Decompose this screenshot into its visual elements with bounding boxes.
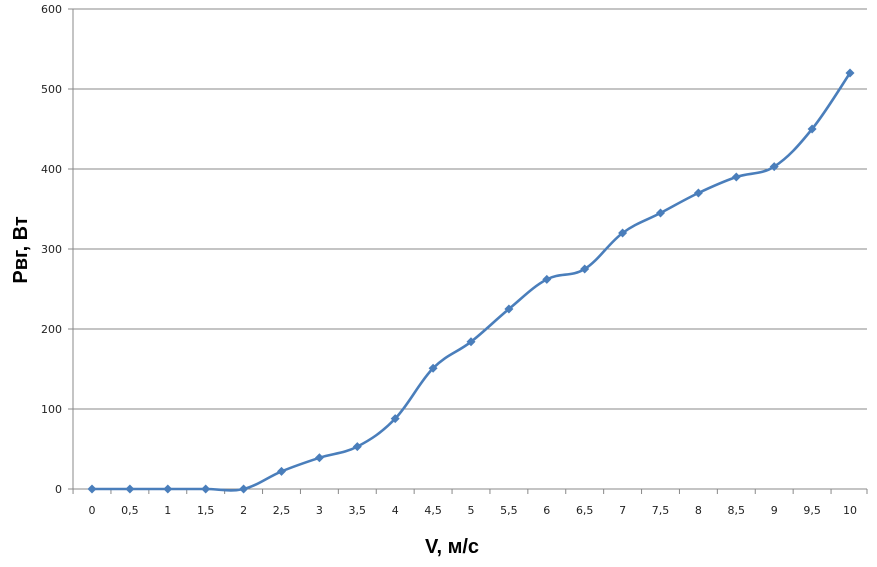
data-point [352,442,362,452]
x-tick-label: 10 [843,504,857,517]
y-tick-label: 100 [41,403,62,416]
x-tick-label: 1 [164,504,171,517]
x-tick-label: 5 [468,504,475,517]
data-point [201,484,211,494]
data-point [466,337,476,347]
x-tick-label: 0 [89,504,96,517]
x-tick-label: 6 [543,504,550,517]
data-point [656,208,665,218]
data-point [314,453,324,463]
x-tick-label: 9 [771,504,778,517]
data-point [277,466,286,476]
x-tick-labels: 0 0,5 1 1,5 2 2,5 3 3,5 4 4,5 5 5,5 6 6,5 7 7,5 8 8,5 9 9,5… [89,504,858,517]
y-axis-title: Pвг, Вт [10,216,32,284]
data-point [845,68,855,78]
x-tick-label: 7,5 [652,504,670,517]
y-tick-label: 400 [41,163,62,176]
y-tick-label: 300 [41,243,62,256]
data-point [731,172,741,182]
data-point [807,124,817,134]
y-tick-label: 600 [41,3,62,16]
series-group [87,68,855,494]
data-point [504,304,514,314]
y-tick-label: 500 [41,83,62,96]
data-point [125,484,135,494]
data-point [163,484,173,494]
x-tick-label: 7 [619,504,626,517]
data-point [390,414,400,424]
x-tick-label: 3 [316,504,323,517]
gridlines [68,8,868,494]
x-tick-label: 6,5 [576,504,594,517]
data-point [239,484,249,494]
x-tick-label: 4 [392,504,399,517]
x-tick-label: 0,5 [121,504,139,517]
data-point [769,162,779,172]
x-tick-label: 5,5 [500,504,518,517]
x-tick-label: 3,5 [349,504,367,517]
x-tick-label: 4,5 [424,504,442,517]
x-tick-label: 1,5 [197,504,215,517]
data-point [87,484,97,494]
y-tick-label: 0 [55,483,62,496]
x-tick-label: 8,5 [728,504,746,517]
y-tick-label: 200 [41,323,62,336]
data-point [618,228,628,238]
x-tick-label: 9,5 [803,504,821,517]
data-point [693,188,703,198]
y-tick-labels: 0 100 200 300 400 500 600 [41,3,62,496]
x-tick-label: 2 [240,504,247,517]
data-point [542,274,552,284]
series-line [92,72,852,492]
x-tick-label: 8 [695,504,702,517]
x-axis-title: V, м/с [425,536,479,558]
data-point [580,264,590,274]
x-tick-label: 2,5 [273,504,291,517]
data-point [428,363,438,373]
